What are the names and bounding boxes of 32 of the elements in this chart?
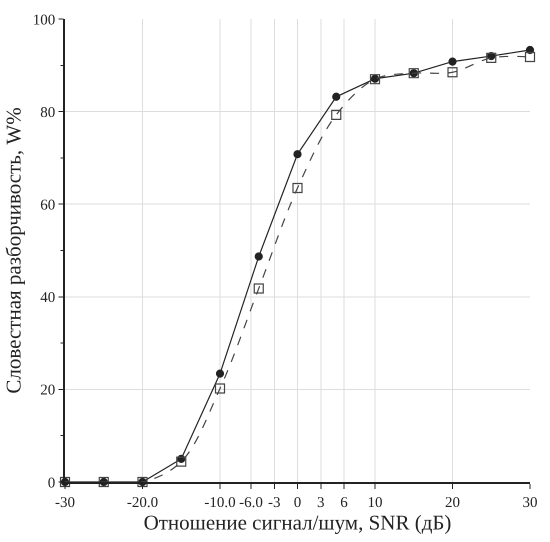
x-tick-label: 3 (317, 494, 324, 511)
point (254, 252, 263, 261)
point (486, 52, 496, 63)
point (448, 58, 457, 66)
x-tick-label: 30 (522, 494, 538, 511)
x-tick-label: -30 (55, 494, 75, 511)
point (216, 370, 224, 378)
x-tick-label: 0 (294, 494, 302, 511)
y-axis-title: Словестная разборчивость, W% (1, 107, 26, 394)
point (293, 150, 302, 158)
x-axis-title: Отношение сигнал/шум, SNR (дБ) (144, 510, 452, 535)
x-tick-label: -6.0 (239, 494, 263, 511)
y-tick-label: 0 (48, 475, 56, 492)
x-tick-label: -3 (268, 494, 280, 511)
point (214, 383, 226, 394)
y-tick-label: 80 (40, 104, 56, 121)
x-tick-label: 6 (340, 494, 348, 511)
point (176, 456, 186, 467)
y-tick-label: 100 (32, 12, 56, 28)
point (331, 110, 342, 120)
point (524, 52, 536, 62)
x-tick-label: -10.0 (204, 494, 236, 511)
y-tick-label: 20 (40, 382, 56, 399)
y-tick-label: 60 (40, 197, 56, 214)
point (254, 283, 264, 294)
point (292, 182, 303, 194)
point (332, 92, 340, 101)
x-tick-label: 20 (445, 494, 460, 511)
y-tick-label: 40 (40, 290, 56, 306)
x-tick-label: -20.0 (126, 494, 158, 511)
point (447, 67, 458, 78)
x-tick-label: 10 (368, 494, 382, 511)
